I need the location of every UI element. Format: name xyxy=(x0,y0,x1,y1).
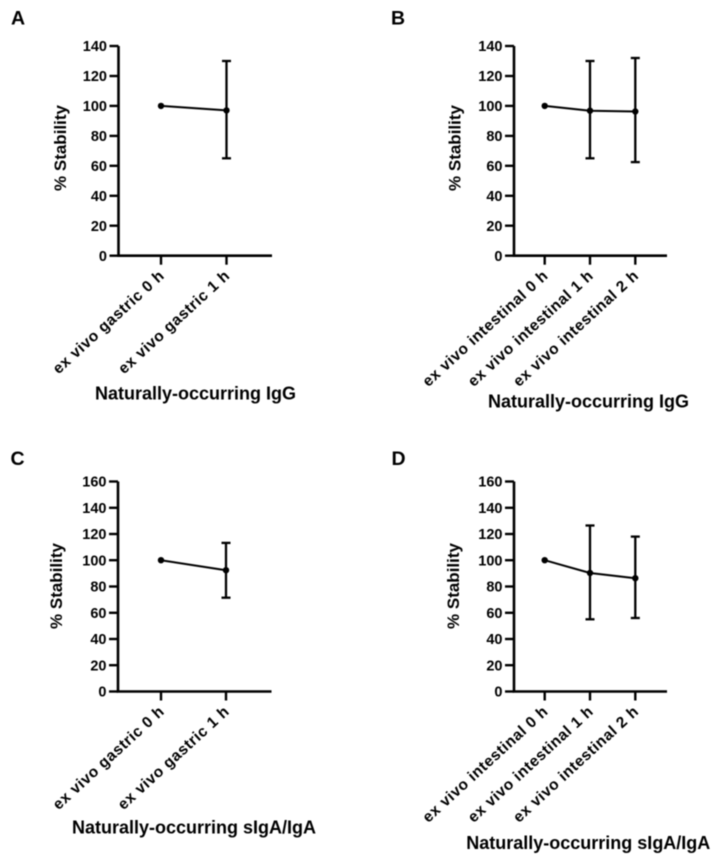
svg-text:B: B xyxy=(391,8,405,30)
svg-text:40: 40 xyxy=(486,189,502,205)
svg-text:40: 40 xyxy=(90,632,106,648)
svg-text:40: 40 xyxy=(91,189,107,205)
svg-text:100: 100 xyxy=(83,99,107,115)
svg-text:60: 60 xyxy=(486,159,502,175)
svg-text:20: 20 xyxy=(90,659,106,675)
svg-text:140: 140 xyxy=(478,501,502,517)
svg-text:140: 140 xyxy=(82,501,106,517)
svg-text:120: 120 xyxy=(478,527,502,543)
svg-text:80: 80 xyxy=(486,580,502,596)
svg-text:% Stability: % Stability xyxy=(51,104,70,191)
svg-text:160: 160 xyxy=(82,475,106,491)
svg-text:140: 140 xyxy=(478,39,502,55)
svg-text:80: 80 xyxy=(486,129,502,145)
svg-text:% Stability: % Stability xyxy=(444,542,463,629)
svg-text:Naturally-occurring sIgA/IgA: Naturally-occurring sIgA/IgA xyxy=(466,833,710,853)
svg-text:60: 60 xyxy=(90,606,106,622)
svg-text:60: 60 xyxy=(486,606,502,622)
svg-text:100: 100 xyxy=(478,99,502,115)
svg-text:100: 100 xyxy=(82,554,106,570)
svg-text:0: 0 xyxy=(494,685,502,701)
svg-text:80: 80 xyxy=(90,580,106,596)
svg-text:D: D xyxy=(392,448,406,470)
svg-text:0: 0 xyxy=(99,249,107,265)
svg-text:160: 160 xyxy=(478,475,502,491)
svg-text:120: 120 xyxy=(83,69,107,85)
svg-text:Naturally-occurring IgG: Naturally-occurring IgG xyxy=(95,384,296,404)
svg-text:60: 60 xyxy=(91,159,107,175)
svg-text:Naturally-occurring IgG: Naturally-occurring IgG xyxy=(488,391,689,411)
svg-text:% Stability: % Stability xyxy=(47,542,66,629)
svg-text:0: 0 xyxy=(98,685,106,701)
svg-text:20: 20 xyxy=(91,219,107,235)
svg-text:0: 0 xyxy=(494,249,502,265)
svg-text:80: 80 xyxy=(91,129,107,145)
svg-text:% Stability: % Stability xyxy=(446,104,465,191)
svg-text:Naturally-occurring sIgA/IgA: Naturally-occurring sIgA/IgA xyxy=(72,818,316,838)
svg-text:140: 140 xyxy=(83,39,107,55)
svg-text:A: A xyxy=(11,8,25,30)
svg-text:120: 120 xyxy=(82,527,106,543)
svg-text:40: 40 xyxy=(486,632,502,648)
svg-text:20: 20 xyxy=(486,659,502,675)
svg-text:20: 20 xyxy=(486,219,502,235)
svg-text:C: C xyxy=(11,448,25,470)
svg-text:100: 100 xyxy=(478,554,502,570)
svg-text:120: 120 xyxy=(478,69,502,85)
